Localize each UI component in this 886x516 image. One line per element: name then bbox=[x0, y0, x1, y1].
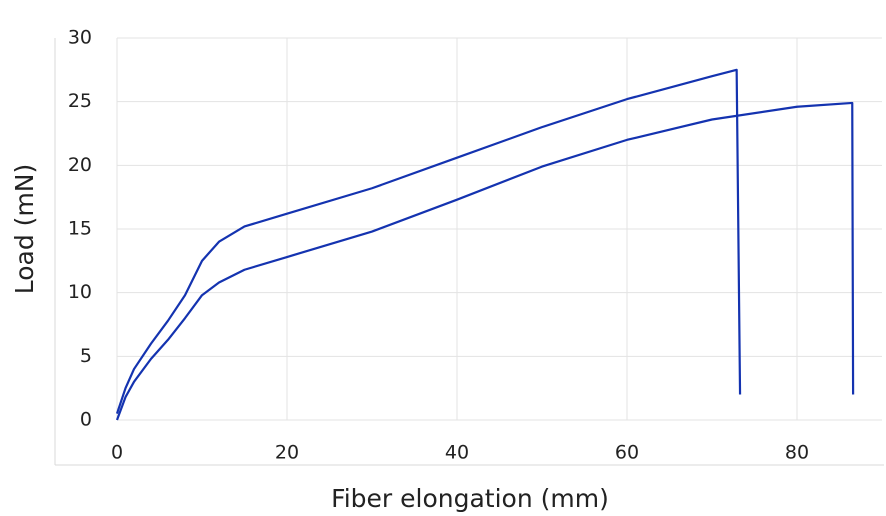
y-tick-label: 0 bbox=[80, 409, 92, 431]
data-line bbox=[115, 101, 855, 421]
y-tick-label: 30 bbox=[68, 27, 92, 49]
x-tick-label: 80 bbox=[785, 442, 809, 464]
y-tick-label: 15 bbox=[68, 218, 92, 240]
x-axis-title: Fiber elongation (mm) bbox=[331, 484, 609, 513]
x-tick-label: 40 bbox=[445, 442, 469, 464]
x-tick-label: 0 bbox=[111, 442, 123, 464]
y-tick-label: 25 bbox=[68, 90, 92, 112]
y-tick-label: 20 bbox=[68, 154, 92, 176]
x-tick-label: 20 bbox=[275, 442, 299, 464]
y-axis-title: Load (mN) bbox=[10, 164, 39, 294]
data-line bbox=[115, 68, 742, 414]
y-tick-label: 10 bbox=[68, 281, 92, 303]
x-tick-label: 60 bbox=[615, 442, 639, 464]
y-tick-label: 5 bbox=[80, 345, 92, 367]
